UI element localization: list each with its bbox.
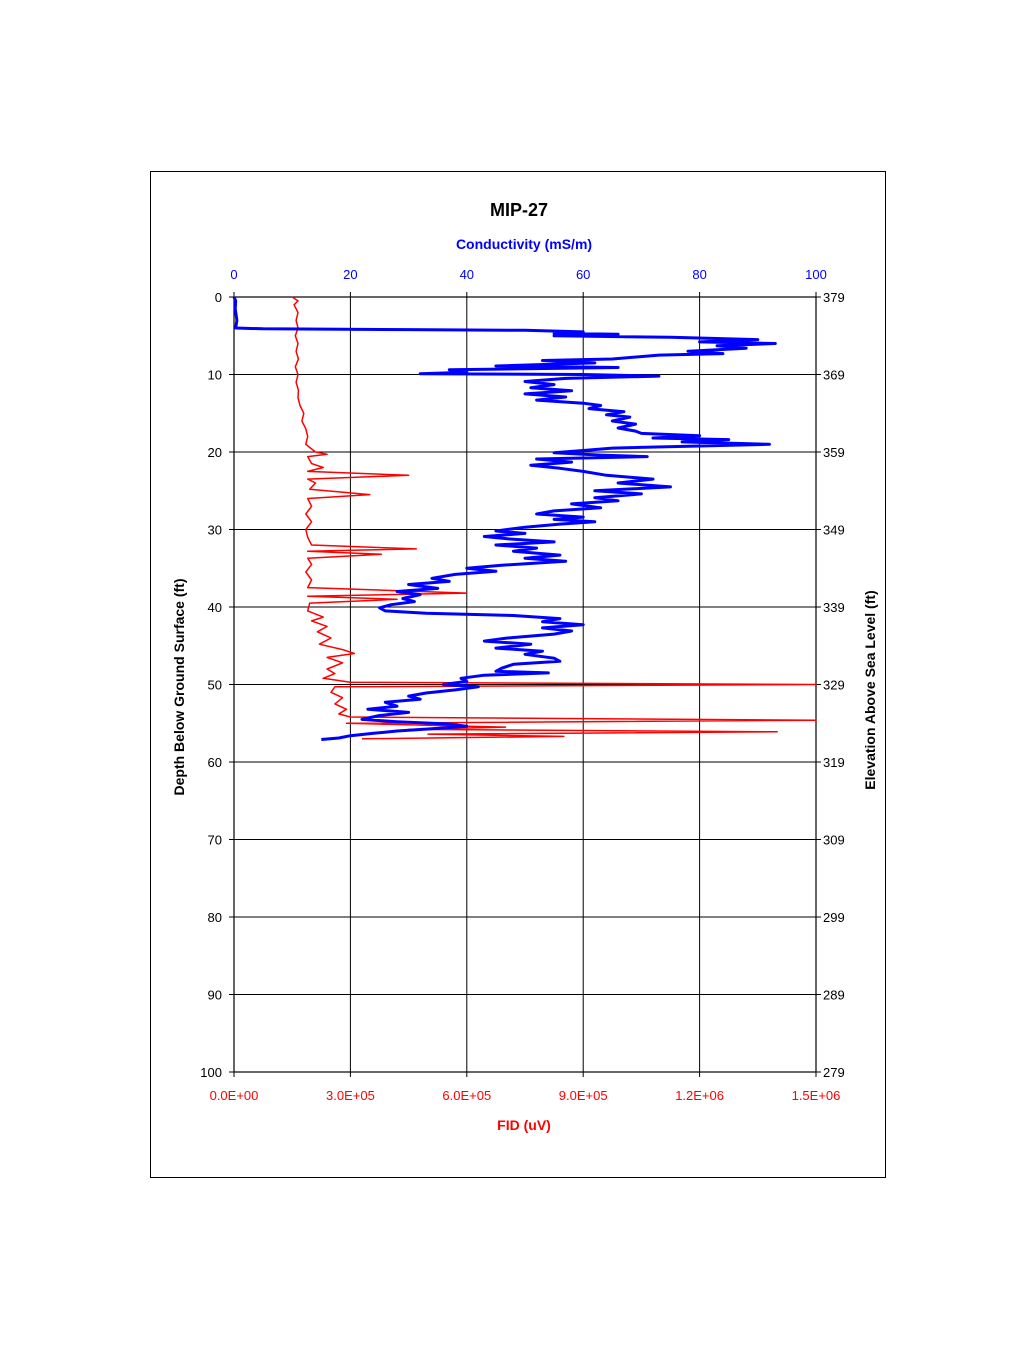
bottom-tick-label: 0.0E+00: [210, 1088, 259, 1103]
fid-series-line: [291, 296, 817, 740]
conductivity-series-line: [232, 296, 777, 741]
right-tick-label: 379: [823, 290, 845, 305]
series-layer: [232, 296, 817, 741]
right-axis-title: Elevation Above Sea Level (ft): [862, 590, 878, 789]
bottom-tick-label: 1.5E+06: [792, 1088, 841, 1103]
right-tick-label: 309: [823, 833, 845, 848]
left-tick-label: 80: [208, 910, 222, 925]
top-tick-label: 80: [692, 267, 706, 282]
left-tick-label: 90: [208, 988, 222, 1003]
left-tick-label: 10: [208, 368, 222, 383]
left-tick-label: 100: [200, 1065, 222, 1080]
top-axis-title: Conductivity (mS/m): [456, 236, 592, 252]
left-tick-label: 50: [208, 678, 222, 693]
left-tick-label: 20: [208, 445, 222, 460]
left-tick-label: 60: [208, 755, 222, 770]
top-tick-label: 20: [343, 267, 357, 282]
bottom-axis-title: FID (uV): [497, 1117, 551, 1133]
left-tick-label: 0: [215, 290, 222, 305]
top-tick-label: 0: [230, 267, 237, 282]
right-tick-label: 329: [823, 678, 845, 693]
left-axis-title: Depth Below Ground Surface (ft): [171, 579, 187, 796]
right-tick-label: 319: [823, 755, 845, 770]
top-tick-label: 60: [576, 267, 590, 282]
bottom-tick-label: 6.0E+05: [442, 1088, 491, 1103]
left-tick-label: 70: [208, 833, 222, 848]
right-tick-label: 299: [823, 910, 845, 925]
bottom-tick-label: 3.0E+05: [326, 1088, 375, 1103]
right-tick-label: 279: [823, 1065, 845, 1080]
right-tick-label: 369: [823, 368, 845, 383]
right-tick-label: 289: [823, 988, 845, 1003]
right-tick-label: 359: [823, 445, 845, 460]
bottom-tick-label: 9.0E+05: [559, 1088, 608, 1103]
left-tick-label: 40: [208, 600, 222, 615]
top-tick-label: 100: [805, 267, 827, 282]
chart-svg: MIP-27 Conductivity (mS/m) FID (uV) Dept…: [171, 200, 878, 1133]
bottom-tick-label: 1.2E+06: [675, 1088, 724, 1103]
left-tick-label: 30: [208, 523, 222, 538]
right-tick-label: 349: [823, 523, 845, 538]
top-tick-label: 40: [460, 267, 474, 282]
right-tick-label: 339: [823, 600, 845, 615]
chart-title: MIP-27: [490, 200, 548, 220]
chart-frame: MIP-27 Conductivity (mS/m) FID (uV) Dept…: [150, 171, 886, 1178]
